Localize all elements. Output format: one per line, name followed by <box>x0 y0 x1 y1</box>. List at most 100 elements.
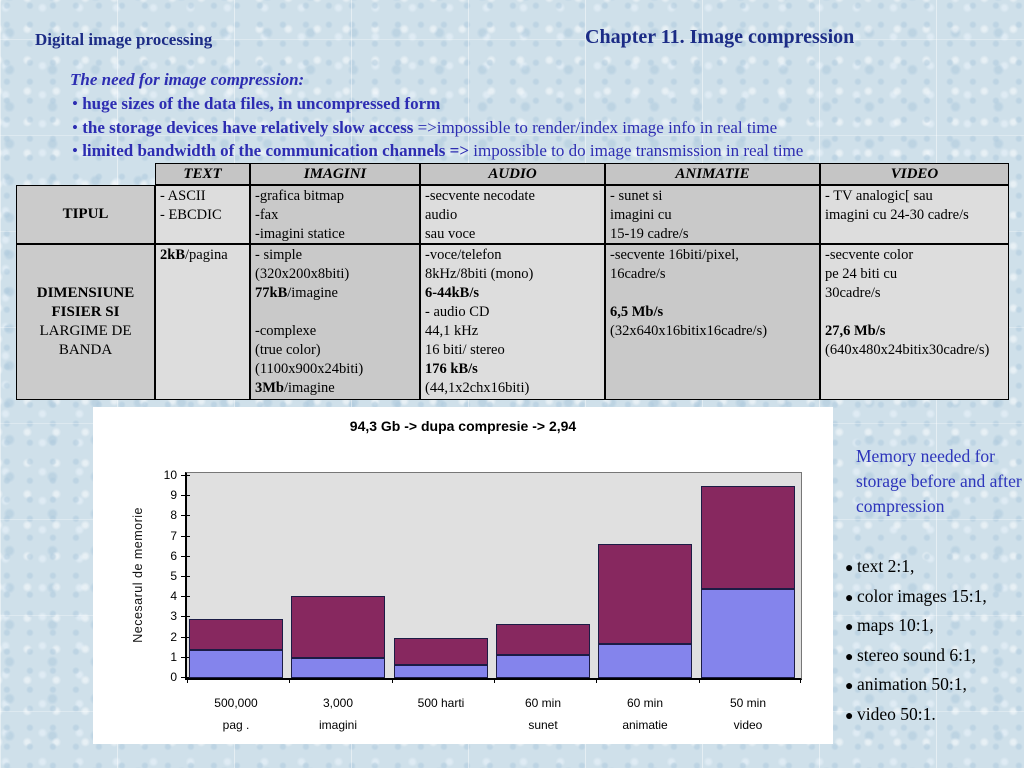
table-cell-line: imagini cu <box>610 206 815 225</box>
table-cell-line: -secvente 16biti/pixel, <box>610 246 815 265</box>
intro-bullet-list: • huge sizes of the data files, in uncom… <box>72 92 803 163</box>
table-cell-line: - TV analogic[ sau <box>825 187 1004 206</box>
table-text-segment: - ASCII <box>160 188 206 204</box>
table-cell-line: -secvente necodate <box>425 187 600 206</box>
table-text-segment: 30cadre/s <box>825 285 881 301</box>
table-text-segment: 8kHz/8biti (mono) <box>425 266 534 282</box>
table-text-segment: DIMENSIUNE <box>36 285 135 301</box>
table-text-segment: - simple <box>255 247 303 263</box>
table-text-segment: TIPUL <box>62 206 109 222</box>
table-text-segment: (640x480x24bitix30cadre/s) <box>825 342 990 358</box>
table-cell: - ASCII - EBCDIC <box>155 185 250 244</box>
table-cell: - sunet si imagini cu 15-19 cadre/s <box>605 185 820 244</box>
x-category-label: 50 min video <box>729 696 767 732</box>
table-cell-line: 16cadre/s <box>610 265 815 284</box>
bar-chart-plot-area: 0 1 2 3 4 5 6 7 8 9 10 500,000 pag . 3,000 imagini 50… <box>164 468 802 732</box>
table-text-segment: /imagine <box>284 380 335 396</box>
y-tick-label: 7 <box>170 529 177 543</box>
y-tick-label: 5 <box>170 569 177 583</box>
chart-caption: Memory needed for storage before and aft… <box>856 446 1022 516</box>
media-types-table: TEXT IMAGINI AUDIO ANIMATIE VIDEO TIPUL - ASCI… <box>16 163 1009 400</box>
bar-segment-after-compression <box>496 655 590 678</box>
table-text-segment: LARGIME DE <box>39 323 132 339</box>
intro-heading: The need for image compression: <box>70 70 305 89</box>
y-tick <box>181 616 190 617</box>
table-text-segment: imagini cu 24-30 cadre/s <box>825 207 969 223</box>
x-category-label: 500 harti <box>417 696 465 710</box>
course-title: Digital image processing <box>35 30 213 49</box>
x-category-label: 3,000 imagini <box>318 696 357 732</box>
y-tick-label: 1 <box>170 650 177 664</box>
table-cell-line: (true color) <box>255 341 415 360</box>
table-cell-line: - audio CD <box>425 303 600 322</box>
table-cell-line: FISIER SI <box>21 303 150 322</box>
bullet-icon: • <box>72 141 83 160</box>
ratio-text: text 2:1, <box>856 556 915 576</box>
x-tick <box>289 678 290 683</box>
table-cell-line: pe 24 biti cu <box>825 265 1004 284</box>
x-tick <box>187 678 188 683</box>
bullet-bold-text: limited bandwidth of the communication c… <box>82 141 470 160</box>
compression-ratio-list: ● text 2:1, ● color images 15:1, ● maps 10… <box>845 553 987 730</box>
table-cell-line: 30cadre/s <box>825 284 1004 303</box>
table-cell-line: LARGIME DE <box>21 322 150 341</box>
table-text-segment: (1100x900x24biti) <box>255 361 364 377</box>
table-text-segment: 6-44kB/s <box>425 285 479 301</box>
table-header-imagini: IMAGINI <box>250 163 420 185</box>
table-text-segment: 16cadre/s <box>610 266 666 282</box>
table-cell: - simple (320x200x8biti) 77kB/imagine -com… <box>250 244 420 400</box>
x-tick <box>699 678 700 683</box>
table-text-segment: - sunet si <box>610 188 663 204</box>
y-tick <box>181 515 190 516</box>
table-header-audio: AUDIO <box>420 163 605 185</box>
x-category-label: 60 min sunet <box>524 696 562 732</box>
table-cell-line: 77kB/imagine <box>255 284 415 303</box>
table-text-segment: imagini cu <box>610 207 672 223</box>
table-cell-line: 27,6 Mb/s <box>825 322 1004 341</box>
bar-segment-before-compression <box>496 624 590 655</box>
bullet-icon: • <box>72 117 83 137</box>
table-text-segment: - EBCDIC <box>160 207 222 223</box>
table-text-segment: 44,1 kHz <box>425 323 479 339</box>
y-tick <box>181 677 190 678</box>
table-text-segment: 2kB <box>160 247 185 263</box>
table-text-segment: (32x640x16bitix16cadre/s) <box>610 323 768 339</box>
table-cell-line: 44,1 kHz <box>425 322 600 341</box>
y-tick-label: 0 <box>170 670 177 684</box>
ratio-item: ● text 2:1, <box>845 553 987 583</box>
bullet-icon: • <box>72 94 83 113</box>
table-text-segment: 77kB <box>255 285 288 301</box>
y-tick <box>181 657 190 658</box>
bar-segment-after-compression <box>189 650 283 678</box>
table-cell-line <box>610 284 815 303</box>
table-cell-line: 2kB/pagina <box>160 246 245 265</box>
table-cell: -secvente color pe 24 biti cu 30cadre/s … <box>820 244 1009 400</box>
table-cell-line: - ASCII <box>160 187 245 206</box>
bar-segment-after-compression <box>291 658 385 678</box>
bar-segment-after-compression <box>598 644 692 678</box>
bullet-icon: ● <box>845 620 857 635</box>
table-cell-line: -voce/telefon <box>425 246 600 265</box>
y-tick-label: 3 <box>170 609 177 623</box>
table-text-segment: 3Mb <box>255 380 284 396</box>
ratio-text: color images 15:1, <box>856 585 987 606</box>
ratio-item: ● maps 10:1, <box>845 612 987 642</box>
bar-segment-after-compression <box>394 665 488 678</box>
table-text-segment: (44,1x2chx16biti) <box>425 380 530 396</box>
y-tick-label: 8 <box>170 508 177 522</box>
bullet-rest-text: impossible to do image transmission in r… <box>469 141 804 160</box>
table-cell-line <box>255 303 415 322</box>
table-cell-line: (1100x900x24biti) <box>255 360 415 379</box>
table-corner-cell <box>16 163 155 185</box>
table-cell: -grafica bitmap -fax -imagini statice <box>250 185 420 244</box>
x-tick <box>392 678 393 683</box>
chart-title: 94,3 Gb -> dupa compresie -> 2,94 <box>349 418 577 434</box>
table-cell-line: -secvente color <box>825 246 1004 265</box>
table-cell-line: sau voce <box>425 225 600 243</box>
y-tick <box>181 556 190 557</box>
bar-segment-after-compression <box>701 589 795 678</box>
bar-segment-before-compression <box>394 638 488 665</box>
ratio-item: ● animation 50:1, <box>845 671 987 701</box>
table-cell-line: 8kHz/8biti (mono) <box>425 265 600 284</box>
